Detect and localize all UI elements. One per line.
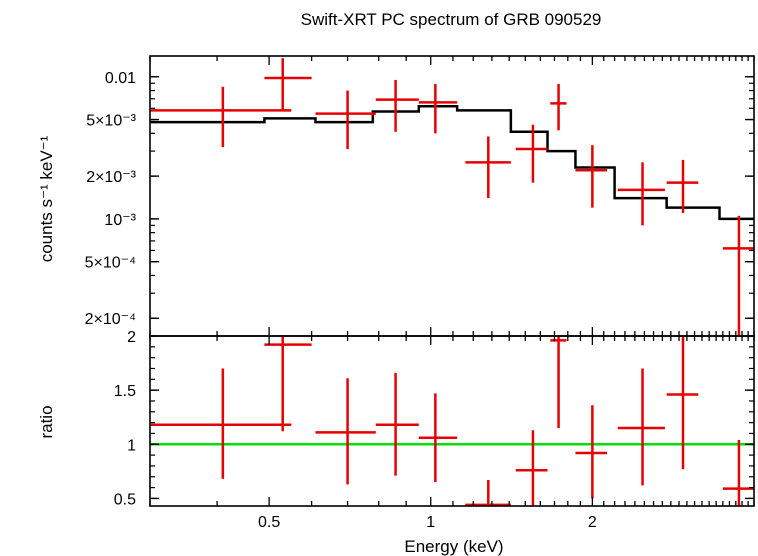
ratio-frame xyxy=(149,335,755,507)
y-tick-label: 2 xyxy=(127,329,136,346)
spectrum-data-point xyxy=(617,162,665,226)
ratio-data-point xyxy=(418,393,458,483)
y-tick-label: 2×10⁻⁴ xyxy=(85,311,136,328)
x-tick-label: 1 xyxy=(426,514,435,531)
ratio-data-point xyxy=(465,480,511,507)
y-tick-label: 0.5 xyxy=(114,491,136,508)
y-tick-label: 1.5 xyxy=(114,383,136,400)
spectrum-frame xyxy=(149,55,755,337)
y-tick-label: 2×10⁻³ xyxy=(86,169,136,186)
spectrum-data-point xyxy=(515,124,548,183)
y-tick-label: 10⁻³ xyxy=(104,212,136,229)
model-step-line xyxy=(150,105,754,221)
ratio-y-axis: 2 1.5 1 0.5 xyxy=(114,329,754,508)
ratio-x-axis: 0.5 1 2 xyxy=(149,336,755,531)
spectrum-data-point xyxy=(722,215,754,336)
x-tick-label: 0.5 xyxy=(258,514,280,531)
y-tick-label: 5×10⁻³ xyxy=(86,113,136,130)
spectrum-data-point xyxy=(375,79,419,132)
spectrum-data-point xyxy=(418,83,458,134)
spectrum-data-point xyxy=(550,83,567,131)
x-tick-label: 2 xyxy=(588,514,597,531)
spectrum-data-point xyxy=(666,159,699,214)
ratio-data-point xyxy=(150,368,292,479)
spectrum-data-point xyxy=(465,136,511,199)
spectrum-data-point xyxy=(315,90,376,150)
ratio-data-point xyxy=(515,430,548,506)
ratio-data-point xyxy=(722,439,754,506)
spectrum-data-point xyxy=(264,58,312,111)
spectrum-panel: 0.01 5×10⁻³ 2×10⁻³ 10⁻³ 5×10⁻⁴ 2×10⁻⁴ xyxy=(85,55,755,337)
spectrum-data-point xyxy=(575,145,608,208)
ratio-data-point xyxy=(264,336,312,432)
ratio-data-point xyxy=(617,368,665,486)
spectrum-data-point xyxy=(150,86,292,148)
y-tick-label: 1 xyxy=(127,437,136,454)
x-axis-label: Energy (keV) xyxy=(404,537,503,556)
chart-title: Swift-XRT PC spectrum of GRB 090529 xyxy=(301,10,602,29)
spectrum-x-axis xyxy=(149,56,755,336)
ratio-data-point xyxy=(550,336,567,429)
ratio-data-point xyxy=(575,405,608,499)
top-y-axis-label: counts s⁻¹ keV⁻¹ xyxy=(37,135,56,262)
ratio-data-point xyxy=(315,378,376,485)
ratio-panel: 2 1.5 1 0.5 0.5 1 2 xyxy=(114,329,755,531)
ratio-data-point xyxy=(375,372,419,476)
ratio-data-point xyxy=(666,336,699,470)
bottom-y-axis-label: ratio xyxy=(37,405,56,438)
y-tick-label: 5×10⁻⁴ xyxy=(85,255,136,272)
spectrum-y-axis: 0.01 5×10⁻³ 2×10⁻³ 10⁻³ 5×10⁻⁴ 2×10⁻⁴ xyxy=(85,70,754,328)
y-tick-label: 0.01 xyxy=(105,70,136,87)
